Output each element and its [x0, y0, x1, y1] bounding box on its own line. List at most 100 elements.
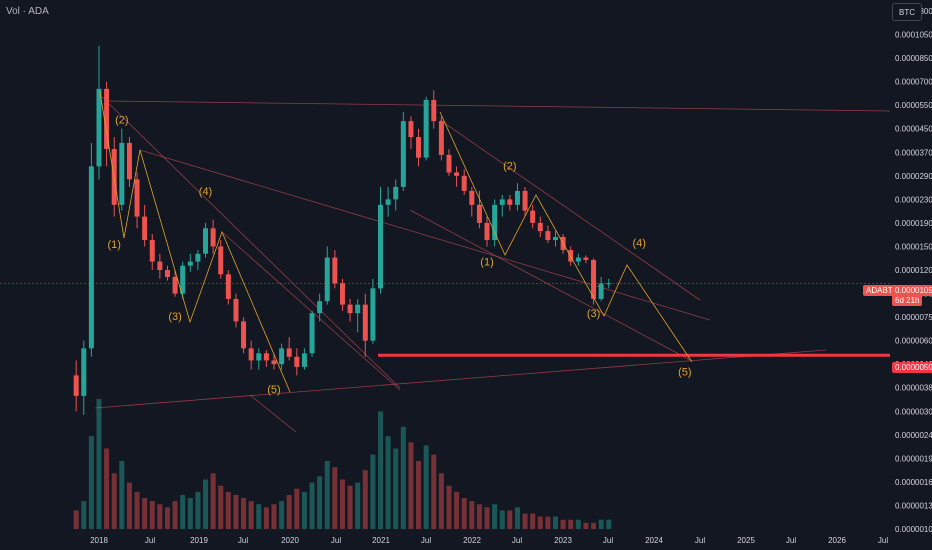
volume-bar [378, 411, 384, 529]
volume-bar [385, 436, 391, 529]
wave-label: (2) [115, 115, 128, 127]
candle-body [286, 348, 292, 357]
candle-body [142, 216, 148, 241]
candle-body [134, 179, 140, 217]
candle-body [96, 88, 102, 167]
volume-bar [591, 522, 597, 529]
volume-bar [111, 473, 117, 529]
volume-bar [476, 504, 482, 529]
candle-body [210, 228, 216, 247]
volume-bar [180, 494, 186, 529]
candle-body [332, 257, 338, 284]
support-price-tag: 0.00000509 [892, 362, 932, 373]
wave-label: (4) [199, 186, 212, 198]
volume-bar [149, 501, 155, 529]
candle-body [233, 298, 239, 322]
candle-body [514, 190, 520, 205]
volume-bar [568, 519, 574, 529]
volume-bar [431, 454, 437, 529]
candle-body [362, 304, 368, 341]
volume-bar [393, 448, 399, 529]
candle-body [583, 257, 589, 260]
candle-body [256, 353, 262, 361]
candle-body [73, 375, 79, 396]
trend-line [439, 119, 701, 301]
volume-bar [225, 491, 231, 529]
candle-body [476, 204, 482, 223]
candle-body [446, 154, 452, 173]
candle-body [339, 283, 345, 305]
x-tick-label: 2020 [281, 536, 299, 545]
candle-body [301, 353, 307, 367]
volume-bar [203, 479, 209, 529]
volume-bar [339, 479, 345, 529]
volume-bar [332, 467, 338, 529]
x-tick-label: 2025 [737, 536, 755, 545]
volume-bar [324, 460, 330, 529]
wave-label: (2) [503, 160, 516, 172]
wave-label: (1) [107, 239, 120, 251]
candle-body [545, 231, 551, 241]
volume-indicator-label[interactable]: Vol · ADA [6, 6, 49, 17]
volume-bar [545, 516, 551, 529]
volume-bar [606, 519, 612, 529]
candle-body [248, 348, 254, 361]
candle-body [347, 304, 353, 314]
volume-bar [187, 498, 193, 529]
x-tick-label: 2018 [90, 536, 108, 545]
volume-bar [400, 426, 406, 529]
candle-body [598, 283, 604, 299]
candle-body [294, 356, 300, 367]
candle-body [355, 304, 361, 314]
candle-body [469, 190, 475, 205]
wave-label: (5) [678, 366, 691, 378]
currency-unit-button[interactable]: BTC [892, 3, 922, 21]
volume-bar [347, 485, 353, 529]
symbol-tag: ADABTC [863, 285, 902, 296]
trend-line [249, 394, 297, 433]
candle-body [431, 99, 437, 122]
candle-body [530, 210, 536, 223]
candle-body [279, 348, 285, 365]
volume-bar [294, 488, 300, 529]
candle-body [537, 222, 543, 232]
y-tick-label: 0.00000195 [895, 454, 932, 463]
volume-bar [134, 491, 140, 529]
volume-bar [301, 491, 307, 529]
volume-bar [241, 498, 247, 529]
volume-bar [119, 460, 125, 529]
volume-bar [598, 519, 604, 529]
trend-line [409, 209, 691, 361]
volume-bar [492, 504, 498, 529]
candle-body [126, 142, 132, 180]
x-tick-label: Jul [695, 536, 705, 545]
trend-line [104, 100, 891, 112]
candle-body [591, 259, 597, 299]
candle-body [157, 261, 163, 270]
volume-bar [355, 482, 361, 529]
candle-body [575, 257, 581, 262]
x-tick-label: 2024 [645, 536, 663, 545]
candle-body [309, 313, 315, 354]
candle-body [492, 204, 498, 241]
candle-body [507, 199, 513, 205]
candle-body [484, 222, 490, 241]
candle-body [378, 204, 384, 289]
candle-body [81, 348, 87, 396]
x-tick-label: 2023 [554, 536, 572, 545]
candle-body [499, 199, 505, 205]
volume-bar [157, 504, 163, 529]
candle-body [263, 353, 269, 361]
x-tick-label: 2021 [372, 536, 390, 545]
volume-bar [553, 516, 558, 529]
candle-body [606, 283, 612, 285]
last-price-tag: 0.00001052 [892, 285, 932, 296]
candle-body [218, 246, 224, 275]
volume-bar [286, 494, 292, 529]
